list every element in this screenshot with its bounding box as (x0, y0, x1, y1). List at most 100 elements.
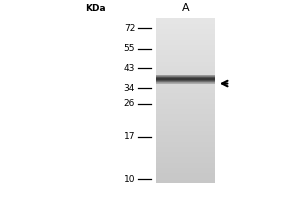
Text: 10: 10 (124, 175, 135, 184)
Bar (156, 35, 215, 37)
Bar (156, 33, 215, 35)
Bar (156, 102, 215, 104)
Bar (156, 56, 215, 58)
Bar (156, 140, 215, 142)
Bar (156, 76, 215, 78)
Bar (156, 137, 215, 139)
Bar (156, 133, 215, 135)
Bar (156, 153, 215, 155)
Bar (156, 105, 215, 108)
Bar (156, 175, 215, 177)
Bar (156, 173, 215, 175)
Bar (156, 53, 215, 55)
Text: 72: 72 (124, 24, 135, 33)
Bar (156, 79, 215, 80)
Bar (156, 142, 215, 144)
Bar (156, 143, 215, 145)
Bar (156, 145, 215, 147)
Bar (156, 79, 215, 81)
Bar (156, 160, 215, 162)
Bar (156, 112, 215, 114)
Bar (156, 87, 215, 89)
Bar (156, 68, 215, 70)
Bar (156, 78, 215, 79)
Bar (156, 82, 215, 83)
Text: 55: 55 (124, 44, 135, 53)
Bar (156, 101, 215, 103)
Bar (156, 20, 215, 22)
Bar (156, 168, 215, 170)
Bar (156, 83, 215, 84)
Bar (156, 82, 215, 83)
Bar (156, 107, 215, 109)
Bar (156, 110, 215, 112)
Bar (156, 73, 215, 75)
Bar (156, 114, 215, 116)
Bar (156, 130, 215, 132)
Bar (156, 124, 215, 126)
Bar (156, 58, 215, 60)
Bar (156, 69, 215, 71)
Bar (156, 125, 215, 127)
Bar (156, 150, 215, 152)
Bar (156, 43, 215, 45)
Bar (156, 94, 215, 96)
Bar (156, 51, 215, 53)
Bar (156, 104, 215, 106)
Bar (156, 82, 215, 85)
Bar (156, 158, 215, 160)
Bar (156, 28, 215, 30)
Bar (156, 179, 215, 181)
Bar (156, 127, 215, 129)
Bar (156, 55, 215, 57)
Bar (156, 61, 215, 63)
Bar (156, 25, 215, 27)
Bar (156, 40, 215, 42)
Bar (156, 170, 215, 172)
Bar (156, 165, 215, 167)
Bar (156, 84, 215, 86)
Text: 26: 26 (124, 99, 135, 108)
Bar (156, 63, 215, 65)
Bar (156, 97, 215, 99)
Bar (156, 163, 215, 165)
Bar (156, 91, 215, 93)
Bar (156, 117, 215, 119)
Bar (156, 22, 215, 24)
Bar (156, 176, 215, 178)
Bar (156, 74, 215, 76)
Bar (156, 89, 215, 91)
Bar (156, 152, 215, 154)
Bar (156, 178, 215, 180)
Bar (156, 132, 215, 134)
Bar (156, 18, 215, 20)
Bar (156, 48, 215, 50)
Bar (156, 81, 215, 82)
Bar (156, 78, 215, 79)
Text: KDa: KDa (85, 4, 105, 13)
Bar (156, 76, 215, 77)
Bar (156, 77, 215, 78)
Bar (156, 64, 215, 66)
Text: 34: 34 (124, 84, 135, 93)
Bar (156, 120, 215, 122)
Bar (156, 161, 215, 163)
Bar (156, 135, 215, 137)
Bar (156, 46, 215, 48)
Bar (156, 36, 215, 38)
Bar (156, 76, 215, 77)
Bar (156, 129, 215, 131)
Bar (156, 171, 215, 173)
Bar (156, 92, 215, 94)
Bar (156, 148, 215, 150)
Bar (156, 27, 215, 29)
Bar (156, 32, 215, 34)
Bar (156, 115, 215, 117)
Bar (156, 80, 215, 81)
Bar (156, 119, 215, 121)
Bar (156, 45, 215, 47)
Bar (156, 81, 215, 83)
Bar (156, 75, 215, 76)
Bar (156, 166, 215, 168)
Bar (156, 59, 215, 62)
